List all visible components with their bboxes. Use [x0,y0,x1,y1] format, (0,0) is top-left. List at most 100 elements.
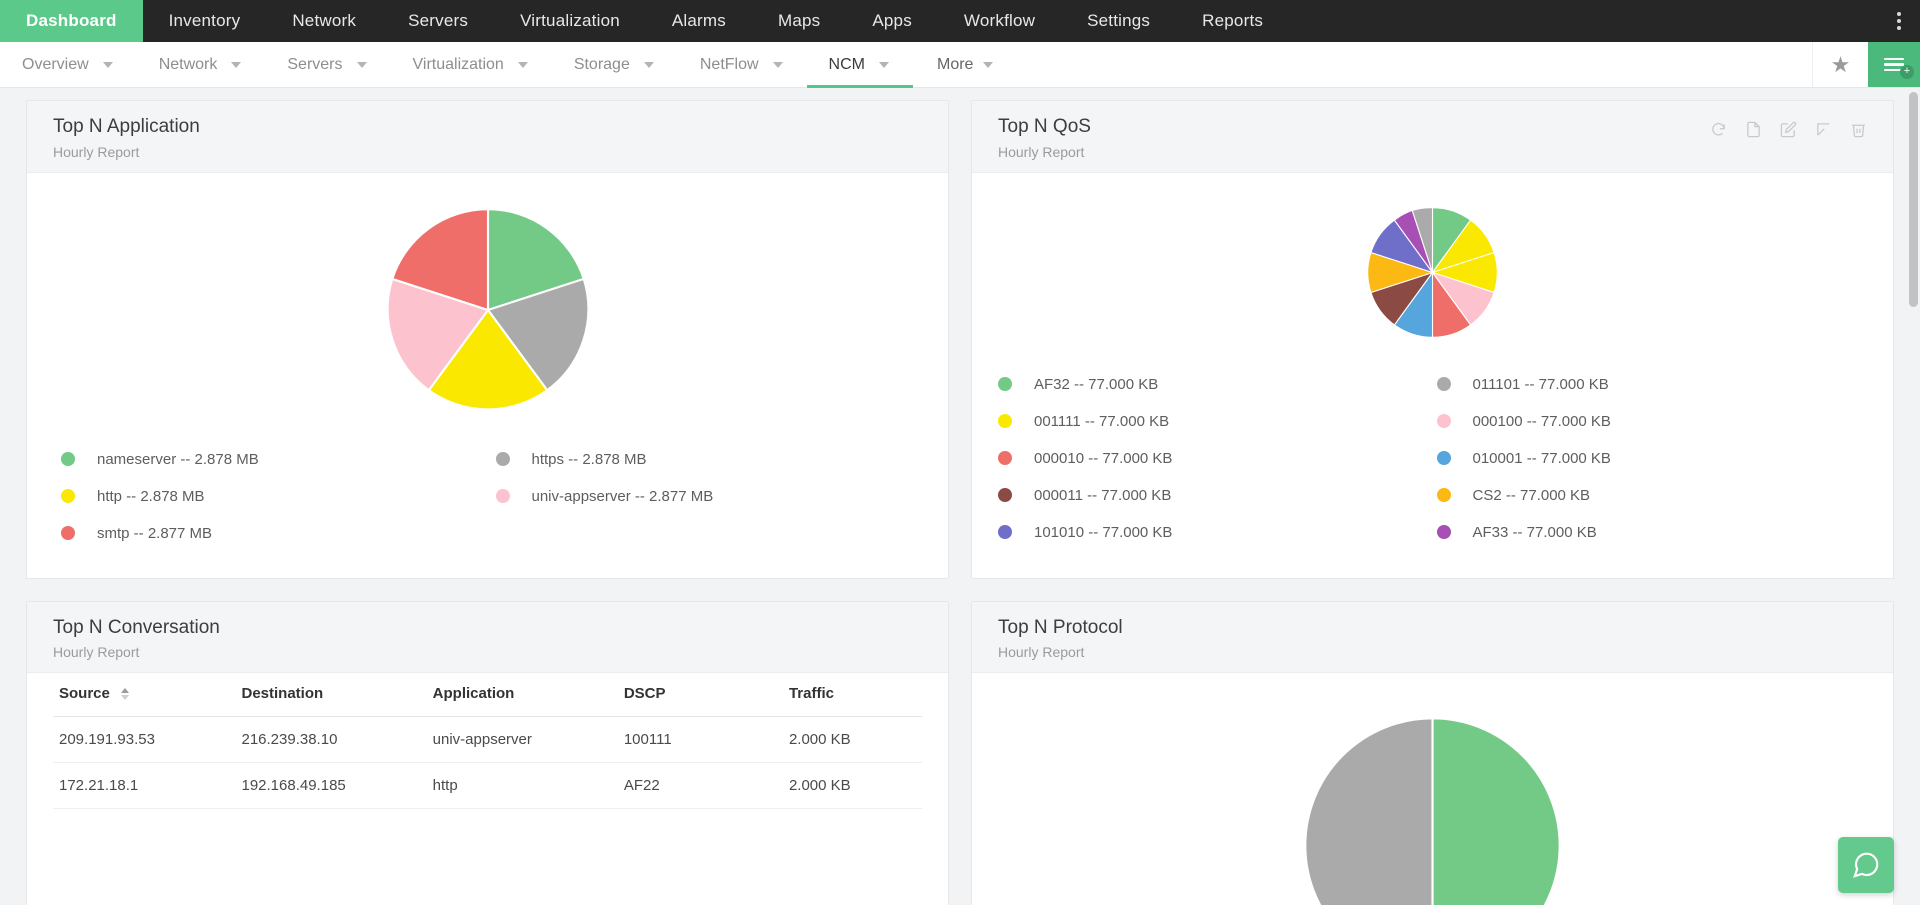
pie-slice-nameserver[interactable] [486,207,585,312]
legend-item[interactable]: univ-appserver -- 2.877 MB [495,478,915,515]
pie-svg [386,207,589,411]
column-header-traffic[interactable]: Traffic [782,673,922,718]
pie-chart-application[interactable] [53,191,922,441]
table-row[interactable]: 172.21.18.1 192.168.49.185 http AF22 2.0… [53,762,922,810]
nav-item-alarms[interactable]: Alarms [671,11,726,30]
nav-item-apps[interactable]: Apps [872,11,912,30]
subnav-item-netflow[interactable]: NetFlow [678,42,807,87]
chevron-down-icon[interactable] [983,61,994,68]
export-pdf-icon[interactable] [1745,121,1762,143]
star-icon[interactable]: ★ [1812,42,1868,87]
legend-item[interactable]: 010001 -- 77.000 KB [1436,440,1860,477]
primary-navigation: Dashboard Inventory Network Servers Virt… [0,0,1920,42]
subnav-label-storage: Storage [573,55,630,73]
nav-item-inventory[interactable]: Inventory [168,11,241,30]
nav-item-dashboard[interactable]: Dashboard [0,0,143,42]
legend-item[interactable]: AF32 -- 77.000 KB [998,366,1421,403]
nav-item-virtualization[interactable]: Virtualization [520,11,620,30]
subnav-item-storage[interactable]: Storage [552,42,678,87]
subnav-item-network[interactable]: Network [137,42,266,87]
legend-item[interactable]: nameserver -- 2.878 MB [61,441,480,478]
subnav-actions: ★ + [1812,42,1920,87]
pie-slice-univ-appserver[interactable] [386,277,490,392]
legend-color-swatch [998,525,1012,540]
legend-item[interactable]: 000010 -- 77.000 KB [998,440,1421,477]
legend-item[interactable]: https -- 2.878 MB [495,441,915,478]
column-header-source[interactable]: Source [53,673,236,718]
nav-item-settings[interactable]: Settings [1087,11,1151,30]
nav-item-network[interactable]: Network [292,11,357,30]
cell-source: 172.21.18.1 [53,762,236,810]
add-widget-icon[interactable]: + [1868,42,1920,87]
sort-icon[interactable] [121,688,130,701]
legend-item[interactable]: 101010 -- 77.000 KB [998,514,1421,551]
cell-application: univ-appserver [426,716,618,764]
widget-body: nameserver -- 2.878 MB http -- 2.878 MB … [27,173,948,578]
widget-title-group: Top N Protocol Hourly Report [998,616,1867,661]
legend-item[interactable]: 001111 -- 77.000 KB [998,403,1421,440]
delete-icon[interactable] [1850,121,1867,143]
chevron-down-icon[interactable] [772,61,783,68]
kebab-menu-icon[interactable] [1878,0,1920,42]
nav-item-workflow[interactable]: Workflow [963,11,1036,30]
scrollbar-thumb[interactable] [1909,92,1918,307]
legend-item[interactable]: 000100 -- 77.000 KB [1436,403,1860,440]
chat-support-icon[interactable] [1838,837,1894,893]
pie-slice-011101[interactable] [1411,206,1434,273]
subnav-item-ncm[interactable]: NCM [806,42,914,88]
nav-item-reports[interactable]: Reports [1202,11,1264,30]
nav-item-maps[interactable]: Maps [777,11,821,30]
chevron-down-icon[interactable] [231,61,242,68]
column-header-destination[interactable]: Destination [235,673,427,718]
legend-item[interactable]: 000011 -- 77.000 KB [998,477,1421,514]
pie-svg [1367,206,1498,338]
column-header-dscp[interactable]: DSCP [617,673,783,718]
subnav-item-virtualization[interactable]: Virtualization [391,42,552,87]
legend-item-label: 101010 -- 77.000 KB [1034,523,1173,541]
pie-chart-protocol[interactable] [998,691,1867,905]
legend-item[interactable]: CS2 -- 77.000 KB [1436,477,1860,514]
nav-item-servers[interactable]: Servers [408,11,469,30]
table-header-row: Source Destination Application DSCP Traf… [53,673,922,718]
legend-item-label: AF33 -- 77.000 KB [1472,523,1597,541]
pie-slice-protocol-a[interactable] [1431,717,1561,905]
chevron-down-icon[interactable] [102,61,113,68]
chevron-down-icon[interactable] [356,61,367,68]
cell-source: 209.191.93.53 [53,716,236,764]
legend-column-right: https -- 2.878 MB univ-appserver -- 2.87… [495,441,915,552]
pie-slice-http[interactable] [426,307,549,411]
legend-item[interactable]: 011101 -- 77.000 KB [1436,366,1860,403]
legend-qos: AF32 -- 77.000 KB 001111 -- 77.000 KB 00… [998,366,1867,551]
table-row[interactable]: 209.191.93.53 216.239.38.10 univ-appserv… [53,716,922,764]
pie-chart-qos[interactable] [998,191,1867,366]
subnav-item-more[interactable]: More [913,42,1023,87]
refresh-icon[interactable] [1710,121,1727,143]
widget-title-group: Top N QoS Hourly Report [998,115,1710,160]
chevron-down-icon[interactable] [517,61,528,68]
legend-item-label: CS2 -- 77.000 KB [1472,486,1591,504]
widget-title: Top N Application [53,116,200,137]
legend-item-label: 010001 -- 77.000 KB [1472,449,1611,467]
widget-title-group: Top N Application Hourly Report [53,115,922,160]
widget-header: Top N Application Hourly Report [27,101,948,173]
widget-top-n-conversation: Top N Conversation Hourly Report Source … [26,600,949,905]
pie-slice-https[interactable] [485,277,589,392]
pie-slice-smtp[interactable] [390,207,489,312]
page-scrollbar[interactable] [1909,88,1918,905]
legend-item[interactable]: AF33 -- 77.000 KB [1436,514,1860,551]
legend-item[interactable]: smtp -- 2.877 MB [61,515,480,552]
edit-icon[interactable] [1780,121,1797,143]
nav-spacer [1289,0,1878,42]
legend-item[interactable]: http -- 2.878 MB [61,478,480,515]
widget-body: AF32 -- 77.000 KB 001111 -- 77.000 KB 00… [972,173,1893,577]
widget-title: Top N Conversation [53,616,220,638]
chevron-down-icon[interactable] [878,61,889,68]
subnav-item-overview[interactable]: Overview [0,42,137,87]
chevron-down-icon[interactable] [643,61,654,68]
column-header-application[interactable]: Application [426,673,618,718]
widget-top-n-application: Top N Application Hourly Report [26,100,949,579]
cell-traffic: 2.000 KB [782,716,922,764]
fullscreen-icon[interactable] [1815,121,1832,143]
subnav-item-servers[interactable]: Servers [265,42,390,87]
pie-slice-protocol-b[interactable] [1304,717,1434,905]
